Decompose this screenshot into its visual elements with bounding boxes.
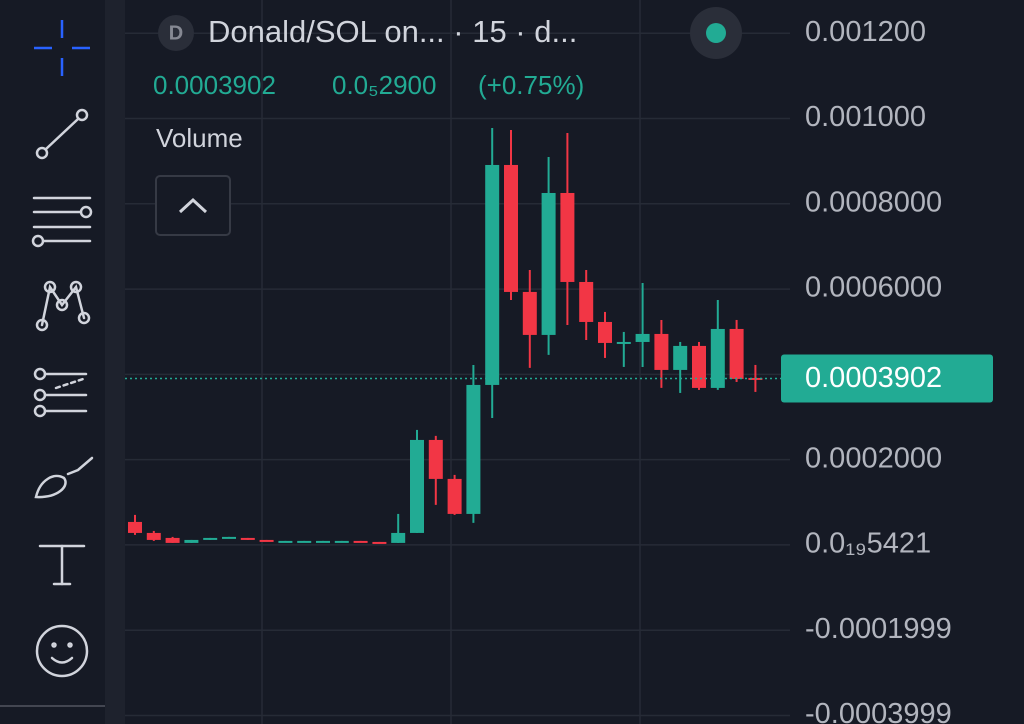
status-dot: [706, 23, 726, 43]
chevron-up: [178, 197, 208, 214]
y-tick-label: 0.001000: [805, 101, 926, 133]
candle-body: [598, 321, 612, 343]
candle-body: [278, 540, 293, 543]
text-tool[interactable]: [38, 544, 86, 586]
prediction-tool[interactable]: [33, 367, 88, 418]
candle-body: [673, 345, 688, 370]
candle-body: [203, 537, 218, 540]
fib-tool[interactable]: [31, 196, 93, 248]
candle-body: [334, 540, 349, 543]
symbol-title[interactable]: Donald/SOL on... · 15 · d...: [208, 14, 577, 49]
candle-body: [635, 333, 650, 342]
y-tick-label: 0.0006000: [805, 272, 942, 304]
candle-body: [654, 333, 669, 370]
symbol-badge: [158, 15, 194, 51]
candle-body: [222, 536, 236, 539]
candle-body: [391, 532, 406, 543]
grid: [125, 32, 790, 717]
candle-body: [240, 537, 255, 540]
volume-label: Volume: [156, 123, 243, 153]
legend: D Donald/SOL on... · 15 · d... 0.0003902…: [153, 7, 742, 236]
y-tick-label: 0.0₁₉5421: [805, 528, 931, 560]
trend-line-tool[interactable]: [35, 108, 89, 160]
candle-body: [428, 439, 443, 479]
pattern-tool[interactable]: [35, 280, 91, 332]
change: 0.0₅2900: [332, 70, 436, 100]
candle-body: [522, 291, 537, 335]
candle-body: [579, 281, 594, 322]
candle-body: [316, 540, 330, 543]
candle-body: [259, 539, 274, 542]
toolbar: [0, 20, 105, 707]
candle-body: [128, 521, 142, 533]
y-tick-label: 0.0002000: [805, 442, 942, 474]
candle-body: [541, 192, 556, 335]
y-tick-label: -0.0003999: [805, 698, 952, 724]
toolbar-divider: [105, 0, 125, 724]
candle-body: [616, 341, 631, 344]
candle-body: [184, 539, 199, 543]
candle-body: [447, 478, 462, 514]
last-price-tag: [781, 354, 993, 403]
badge-letter: D: [169, 22, 183, 44]
price: 0.0003902: [153, 70, 276, 100]
candle-body: [372, 541, 387, 544]
crosshair-tool[interactable]: [34, 20, 90, 76]
candle-body: [165, 537, 180, 543]
candle-body: [692, 345, 706, 388]
candle-body: [410, 439, 424, 533]
brush-tool[interactable]: [34, 456, 94, 499]
change-percent: (+0.75%): [478, 70, 584, 100]
candle-body: [710, 328, 725, 388]
candle-body: [485, 164, 500, 385]
y-tick-label: 0.001200: [805, 16, 926, 48]
y-tick-label: -0.0001999: [805, 613, 952, 645]
collapse-button[interactable]: [155, 175, 231, 236]
candle-body: [353, 540, 368, 543]
candle-body: [504, 164, 518, 292]
last-price-label: 0.0003902: [805, 362, 942, 394]
candle-body: [560, 192, 575, 282]
candle-body: [729, 328, 744, 379]
candle-body: [466, 384, 481, 514]
candle-body: [146, 532, 161, 540]
price-axis: 0.0012000.0010000.00080000.00060000.0004…: [781, 16, 993, 724]
candle-body: [297, 540, 312, 543]
y-tick-label: 0.0008000: [805, 186, 942, 218]
emoji-tool[interactable]: [35, 624, 89, 678]
plot: [125, 127, 781, 544]
